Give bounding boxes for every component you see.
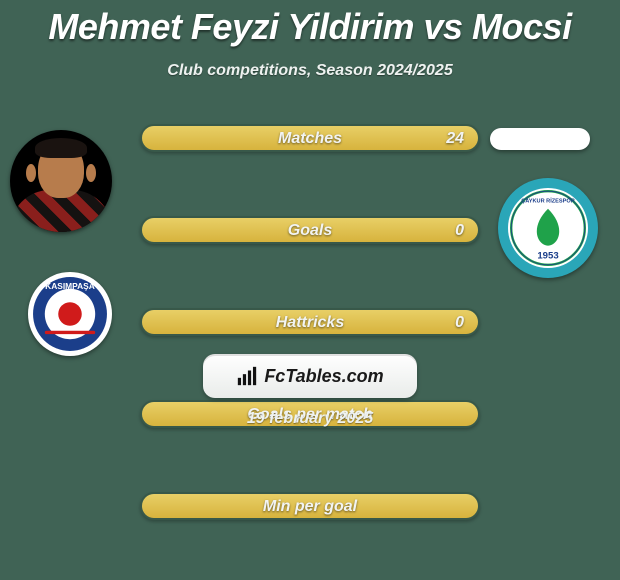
stat-bar-fill bbox=[142, 494, 478, 518]
player-right-avatar bbox=[490, 128, 590, 150]
club-badge-right: 1953 ÇAYKUR RİZESPOR bbox=[498, 178, 598, 278]
page-title: Mehmet Feyzi Yildirim vs Mocsi bbox=[0, 0, 620, 48]
stat-bar: Matches24 bbox=[140, 124, 480, 152]
svg-text:ÇAYKUR RİZESPOR: ÇAYKUR RİZESPOR bbox=[521, 197, 575, 204]
page-subtitle: Club competitions, Season 2024/2025 bbox=[0, 62, 620, 80]
stat-bar: Min per goal bbox=[140, 492, 480, 520]
svg-text:1953: 1953 bbox=[537, 250, 558, 261]
chart-icon bbox=[236, 365, 258, 387]
brand-text: FcTables.com bbox=[264, 366, 383, 387]
stat-bar-fill bbox=[142, 126, 478, 150]
svg-text:KASIMPAŞA: KASIMPAŞA bbox=[45, 281, 95, 291]
brand-badge: FcTables.com bbox=[203, 354, 417, 398]
club-badge-left: KASIMPAŞA bbox=[28, 272, 112, 356]
date-stamp: 19 february 2025 bbox=[0, 410, 620, 428]
player-left-avatar bbox=[10, 130, 112, 232]
